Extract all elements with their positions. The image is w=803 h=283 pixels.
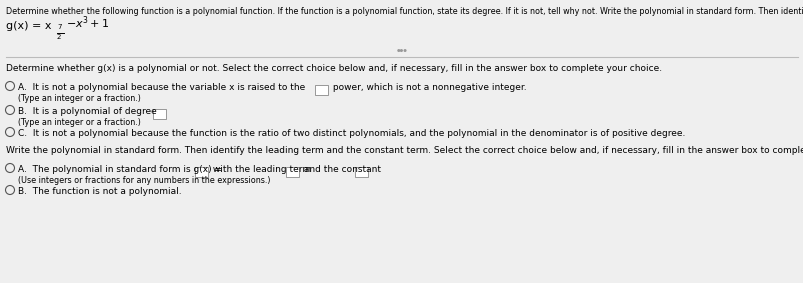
Text: Determine whether the following function is a polynomial function. If the functi: Determine whether the following function… [6, 7, 803, 16]
Text: C.  It is not a polynomial because the function is the ratio of two distinct pol: C. It is not a polynomial because the fu… [18, 129, 684, 138]
Text: $-x^3+1$: $-x^3+1$ [66, 14, 109, 31]
FancyBboxPatch shape [195, 167, 208, 177]
Text: (Type an integer or a fraction.): (Type an integer or a fraction.) [18, 118, 141, 127]
Text: and the constant: and the constant [300, 165, 383, 174]
Text: ●●●: ●●● [396, 49, 407, 53]
Text: A.  It is not a polynomial because the variable x is raised to the: A. It is not a polynomial because the va… [18, 83, 308, 92]
Text: 7: 7 [57, 24, 61, 30]
FancyBboxPatch shape [153, 109, 165, 119]
Text: (Type an integer or a fraction.): (Type an integer or a fraction.) [18, 94, 141, 103]
Text: A.  The polynomial in standard form is g(x) =: A. The polynomial in standard form is g(… [18, 165, 225, 174]
FancyBboxPatch shape [315, 85, 328, 95]
Text: 2: 2 [57, 34, 61, 40]
Text: B.  The function is not a polynomial.: B. The function is not a polynomial. [18, 187, 181, 196]
Text: Write the polynomial in standard form. Then identify the leading term and the co: Write the polynomial in standard form. T… [6, 146, 803, 155]
Text: g(x) = x: g(x) = x [6, 21, 51, 31]
Text: with the leading term: with the leading term [210, 165, 314, 174]
Text: power, which is not a nonnegative integer.: power, which is not a nonnegative intege… [329, 83, 526, 92]
FancyBboxPatch shape [355, 167, 368, 177]
Text: Determine whether g(x) is a polynomial or not. Select the correct choice below a: Determine whether g(x) is a polynomial o… [6, 64, 662, 73]
Text: B.  It is a polynomial of degree: B. It is a polynomial of degree [18, 107, 160, 116]
Text: (Use integers or fractions for any numbers in the expressions.): (Use integers or fractions for any numbe… [18, 176, 270, 185]
FancyBboxPatch shape [286, 167, 299, 177]
